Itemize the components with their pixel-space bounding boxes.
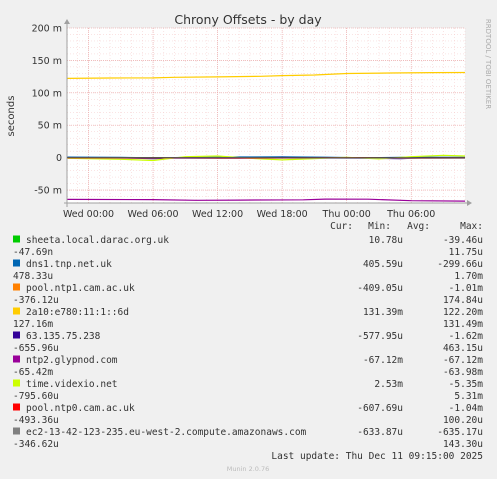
x-tick-labels: Wed 00:00 Wed 06:00 Wed 12:00 Wed 18:00 Thu … [63, 209, 435, 220]
y-tick-label: 100 m [32, 88, 62, 99]
x-tick-label: Wed 00:00 [63, 209, 114, 220]
legend-min-value: -1.01m [449, 283, 484, 294]
legend-avg-value: -655.96u [13, 343, 59, 354]
y-axis-arrow [64, 19, 70, 24]
legend-avg-value: 127.16m [13, 319, 53, 330]
legend-max-value: 463.15u [443, 343, 483, 354]
legend-max-value: 131.49m [443, 319, 483, 330]
legend-cur-value: 131.39m [363, 307, 403, 318]
legend-series-name: ntp2.glypnod.com [26, 355, 118, 366]
legend-max-value: 1.70m [454, 271, 483, 282]
legend-swatch-7 [13, 403, 20, 411]
legend-avg-value: -47.69n [13, 247, 53, 258]
legend-header-max: Max: [460, 221, 483, 232]
legend-max-value: 11.75u [449, 247, 483, 258]
legend-cur-value: 10.78u [369, 235, 403, 246]
legend-series-name: sheeta.local.darac.org.uk [26, 235, 169, 246]
series-line-5 [66, 198, 466, 202]
legend-cur-value: -633.87u [357, 427, 403, 438]
legend-avg-value: 478.33u [13, 271, 53, 282]
axes [64, 19, 472, 207]
legend-swatch-6 [13, 379, 20, 387]
x-tick-label: Thu 06:00 [386, 209, 435, 220]
plot-area [67, 28, 465, 203]
y-tick-label: 0 [56, 153, 62, 164]
legend-cur-value: -577.95u [357, 331, 403, 342]
legend-avg-value: -795.60u [13, 391, 59, 402]
legend-min-value: -1.04m [449, 403, 484, 414]
y-tick-label: 50 m [38, 121, 62, 132]
legend-min-value: -299.66u [437, 259, 483, 270]
legend-max-value: -63.98m [443, 367, 483, 378]
legend-min-value: -5.35m [449, 379, 484, 390]
x-tick-label: Thu 00:00 [322, 209, 371, 220]
legend-cur-value: -67.12m [363, 355, 403, 366]
legend-swatch-0 [13, 235, 20, 243]
series-line-3 [66, 71, 466, 79]
legend-series-name: 2a10:e780:11:1::6d [26, 307, 129, 318]
y-tick-label: 150 m [32, 56, 62, 67]
legend-max-value: 100.20u [443, 415, 483, 426]
y-tick-label: 200 m [32, 24, 62, 35]
x-tick-label: Wed 06:00 [127, 209, 178, 220]
chart-title: Chrony Offsets - by day [174, 12, 322, 27]
grid [66, 27, 466, 203]
legend-min-value: 122.20m [443, 307, 483, 318]
legend-swatch-3 [13, 307, 20, 315]
x-axis-arrow [467, 200, 472, 206]
legend-swatch-4 [13, 331, 20, 339]
x-tick-label: Wed 12:00 [192, 209, 243, 220]
legend-header-cur: Cur: [330, 221, 353, 232]
series-line-6 [66, 154, 466, 162]
legend-cur-value: 405.59u [363, 259, 403, 270]
rrdtool-credit: RRDTOOL / TOBI OETIKER [484, 19, 492, 109]
legend-series-name: 63.135.75.238 [26, 331, 101, 342]
legend-avg-value: -493.36u [13, 415, 59, 426]
legend-series-name: time.videxio.net [26, 379, 118, 390]
legend-swatch-5 [13, 355, 20, 363]
legend-avg-value: -346.62u [13, 439, 59, 450]
legend-header-min: Min: [368, 221, 391, 232]
y-axis-label: seconds [6, 96, 17, 137]
legend-series-name: pool.ntp1.cam.ac.uk [26, 283, 135, 294]
legend-max-value: 143.30u [443, 439, 483, 450]
legend-min-value: -39.46u [443, 235, 483, 246]
legend-avg-value: -376.12u [13, 295, 59, 306]
legend: Cur: Min: Avg: Max: sheeta.local.darac.o… [13, 221, 483, 450]
legend-swatch-1 [13, 259, 20, 267]
legend-cur-value: -409.05u [357, 283, 403, 294]
legend-series-name: pool.ntp0.cam.ac.uk [26, 403, 135, 414]
y-tick-label: -50 m [34, 186, 62, 197]
legend-max-value: 174.84u [443, 295, 483, 306]
munin-version: Munin 2.0.76 [227, 465, 270, 473]
x-tick-label: Wed 18:00 [257, 209, 308, 220]
y-tick-labels: 200 m 150 m 100 m 50 m 0 -50 m [32, 24, 62, 197]
legend-series-name: ec2-13-42-123-235.eu-west-2.compute.amaz… [26, 427, 307, 438]
legend-series-name: dns1.tnp.net.uk [26, 259, 112, 270]
legend-max-value: 5.31m [454, 391, 483, 402]
legend-avg-value: -65.42m [13, 367, 53, 378]
legend-min-value: -1.62m [449, 331, 484, 342]
legend-min-value: -67.12m [443, 355, 483, 366]
legend-cur-value: 2.53m [374, 379, 403, 390]
legend-cur-value: -607.69u [357, 403, 403, 414]
legend-min-value: -635.17u [437, 427, 483, 438]
last-update: Last update: Thu Dec 11 09:15:00 2025 [271, 451, 483, 462]
legend-header-avg: Avg: [407, 221, 430, 232]
legend-swatch-2 [13, 283, 20, 291]
legend-swatch-8 [13, 427, 20, 435]
